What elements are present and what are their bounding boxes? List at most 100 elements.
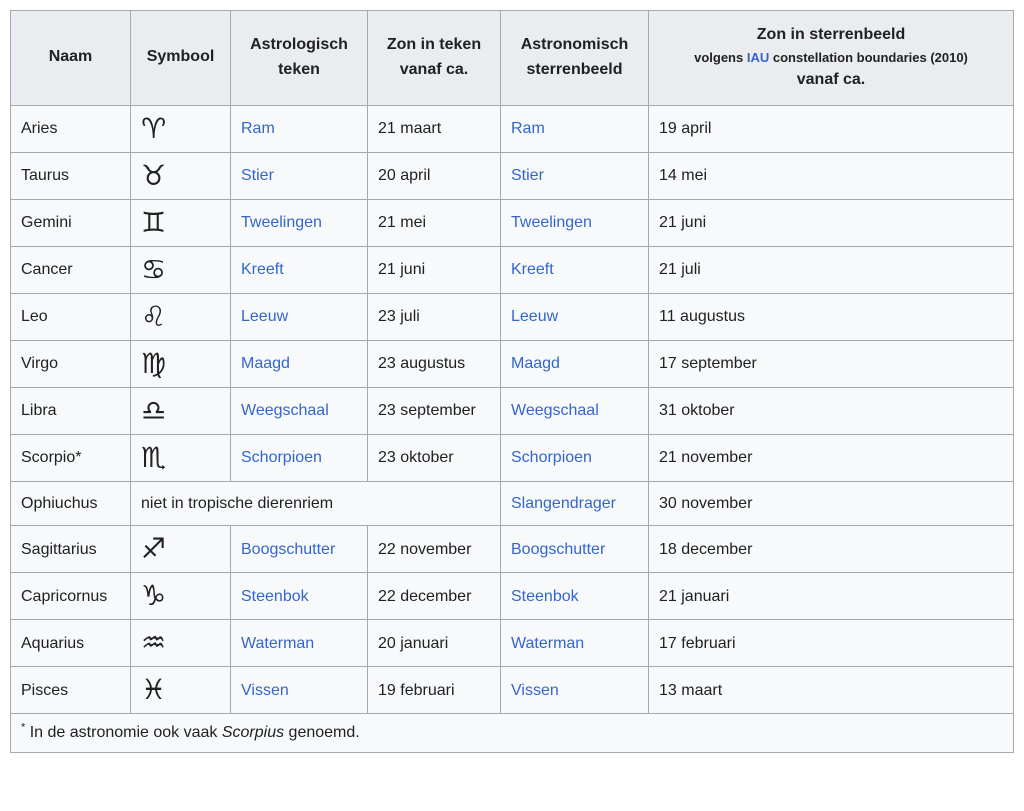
table-row: Libra ♎︎ Weegschaal 23 september Weegschaal 3… xyxy=(10,386,1014,435)
col-header-zon-in-sterrenbeeld: Zon in sterrenbeeld volgens IAU constell… xyxy=(648,10,1014,106)
constellation-cell: Schorpioen xyxy=(500,433,649,482)
sun-in-sign-date-cell: 23 oktober xyxy=(367,433,501,482)
name-cell: Cancer xyxy=(10,245,131,294)
symbol-cell: ♑︎ xyxy=(130,572,231,621)
constellation-cell-link[interactable]: Maagd xyxy=(511,354,560,372)
footnote-text-after: genoemd. xyxy=(284,724,360,742)
sun-in-constellation-date-cell: 21 juni xyxy=(648,198,1014,247)
astrological-sign-cell-link[interactable]: Boogschutter xyxy=(241,540,336,558)
astrological-sign-cell: Boogschutter xyxy=(230,525,368,574)
constellation-cell-link[interactable]: Schorpioen xyxy=(511,448,592,466)
constellation-cell: Ram xyxy=(500,104,649,153)
table-row: Sagittarius ♐︎ Boogschutter 22 november Boog… xyxy=(10,525,1014,574)
name-cell: Virgo xyxy=(10,339,131,388)
constellation-cell-link[interactable]: Vissen xyxy=(511,681,559,699)
iau-link[interactable]: IAU xyxy=(746,49,770,65)
symbol-cell: ♐︎ xyxy=(130,525,231,574)
sun-in-constellation-date-cell: 11 augustus xyxy=(648,292,1014,341)
header-line2-suffix: constellation boundaries (2010) xyxy=(769,49,968,65)
col-header-naam: Naam xyxy=(10,10,131,106)
constellation-cell-link[interactable]: Tweelingen xyxy=(511,213,592,231)
sun-in-sign-date-cell: 19 februari xyxy=(367,666,501,715)
table-row: Aries ♈︎ Ram 21 maart Ram 19 april xyxy=(10,104,1014,153)
symbol-cell: ♎︎ xyxy=(130,386,231,435)
astrological-sign-cell-link[interactable]: Schorpioen xyxy=(241,448,322,466)
name-cell: Libra xyxy=(10,386,131,435)
astrological-sign-cell-link[interactable]: Weegschaal xyxy=(241,401,329,419)
name-cell: Aquarius xyxy=(10,619,131,668)
zodiac-symbol-icon: ♒︎ xyxy=(141,626,167,660)
sun-in-sign-date-cell: 22 december xyxy=(367,572,501,621)
symbol-cell: ♈︎ xyxy=(130,104,231,153)
sun-in-sign-date-cell: 21 maart xyxy=(367,104,501,153)
constellation-cell-link[interactable]: Leeuw xyxy=(511,307,559,325)
name-cell: Taurus xyxy=(10,151,131,200)
sun-in-sign-date-cell: 23 augustus xyxy=(367,339,501,388)
symbol-cell: ♊︎ xyxy=(130,198,231,247)
constellation-cell: Boogschutter xyxy=(500,525,649,574)
col-header-symbool: Symbool xyxy=(130,10,231,106)
constellation-cell: Kreeft xyxy=(500,245,649,294)
symbol-cell: ♒︎ xyxy=(130,619,231,668)
header-zon-sterrenbeeld-line2: volgens IAU constellation boundaries (20… xyxy=(657,48,1005,68)
table-row: Scorpio* ♏︎ Schorpioen 23 oktober Schorpioen… xyxy=(10,433,1014,482)
zodiac-symbol-icon: ♍︎ xyxy=(141,346,167,380)
constellation-cell: Vissen xyxy=(500,666,649,715)
zodiac-symbol-icon: ♊︎ xyxy=(141,205,167,239)
table-row: Capricornus ♑︎ Steenbok 22 december Steenbok… xyxy=(10,572,1014,621)
name-cell: Pisces xyxy=(10,666,131,715)
sun-in-constellation-date-cell: 30 november xyxy=(648,480,1014,527)
zodiac-symbol-icon: ♑︎ xyxy=(141,579,167,613)
zodiac-symbol-icon: ♉︎ xyxy=(141,158,167,192)
astrological-sign-cell: Waterman xyxy=(230,619,368,668)
astrological-sign-cell: Steenbok xyxy=(230,572,368,621)
table-row: Gemini ♊︎ Tweelingen 21 mei Tweelingen 21 jun… xyxy=(10,198,1014,247)
sun-in-sign-date-cell: 23 juli xyxy=(367,292,501,341)
astrological-sign-cell: Leeuw xyxy=(230,292,368,341)
astrological-sign-cell-link[interactable]: Waterman xyxy=(241,634,315,652)
sun-in-sign-date-cell: 21 mei xyxy=(367,198,501,247)
sun-in-sign-date-cell: 20 januari xyxy=(367,619,501,668)
col-header-zon-in-teken: Zon in teken vanaf ca. xyxy=(367,10,501,106)
symbol-cell: ♌︎ xyxy=(130,292,231,341)
constellation-cell-link[interactable]: Weegschaal xyxy=(511,401,599,419)
header-zon-sterrenbeeld-line1: Zon in sterrenbeeld xyxy=(756,26,906,43)
name-cell: Leo xyxy=(10,292,131,341)
not-in-zodiac-note-cell: niet in tropische dierenriem xyxy=(130,480,501,527)
sun-in-constellation-date-cell: 13 maart xyxy=(648,666,1014,715)
constellation-cell-link[interactable]: Waterman xyxy=(511,634,585,652)
astrological-sign-cell-link[interactable]: Steenbok xyxy=(241,587,309,605)
sun-in-constellation-date-cell: 19 april xyxy=(648,104,1014,153)
constellation-cell-link[interactable]: Slangendrager xyxy=(511,494,616,512)
astrological-sign-cell-link[interactable]: Tweelingen xyxy=(241,213,322,231)
constellation-cell-link[interactable]: Steenbok xyxy=(511,587,579,605)
constellation-cell-link[interactable]: Ram xyxy=(511,119,545,137)
constellation-cell: Weegschaal xyxy=(500,386,649,435)
footnote-italic-word: Scorpius xyxy=(221,724,285,742)
astrological-sign-cell-link[interactable]: Vissen xyxy=(241,681,289,699)
header-row: Naam Symbool Astrologisch teken Zon in t… xyxy=(10,10,1014,106)
constellation-cell-link[interactable]: Stier xyxy=(511,166,544,184)
zodiac-table: Naam Symbool Astrologisch teken Zon in t… xyxy=(10,10,1014,753)
zodiac-symbol-icon: ♐︎ xyxy=(141,532,167,566)
astrological-sign-cell-link[interactable]: Ram xyxy=(241,119,275,137)
sun-in-constellation-date-cell: 18 december xyxy=(648,525,1014,574)
constellation-cell-link[interactable]: Boogschutter xyxy=(511,540,606,558)
zodiac-symbol-icon: ♌︎ xyxy=(141,299,167,333)
constellation-cell: Stier xyxy=(500,151,649,200)
sun-in-constellation-date-cell: 21 november xyxy=(648,433,1014,482)
astrological-sign-cell-link[interactable]: Stier xyxy=(241,166,274,184)
sun-in-constellation-date-cell: 14 mei xyxy=(648,151,1014,200)
astrological-sign-cell-link[interactable]: Kreeft xyxy=(241,260,284,278)
astrological-sign-cell-link[interactable]: Maagd xyxy=(241,354,290,372)
table-row: Ophiuchus niet in tropische dierenriem Sla… xyxy=(10,480,1014,527)
table-row: Aquarius ♒︎ Waterman 20 januari Waterman 17 f… xyxy=(10,619,1014,668)
astrological-sign-cell-link[interactable]: Leeuw xyxy=(241,307,289,325)
table-row: Virgo ♍︎ Maagd 23 augustus Maagd 17 september xyxy=(10,339,1014,388)
header-line2-prefix: volgens xyxy=(694,49,747,65)
constellation-cell: Maagd xyxy=(500,339,649,388)
constellation-cell: Slangendrager xyxy=(500,480,649,527)
footnote-text-before: In de astronomie ook vaak xyxy=(29,724,222,742)
constellation-cell-link[interactable]: Kreeft xyxy=(511,260,554,278)
